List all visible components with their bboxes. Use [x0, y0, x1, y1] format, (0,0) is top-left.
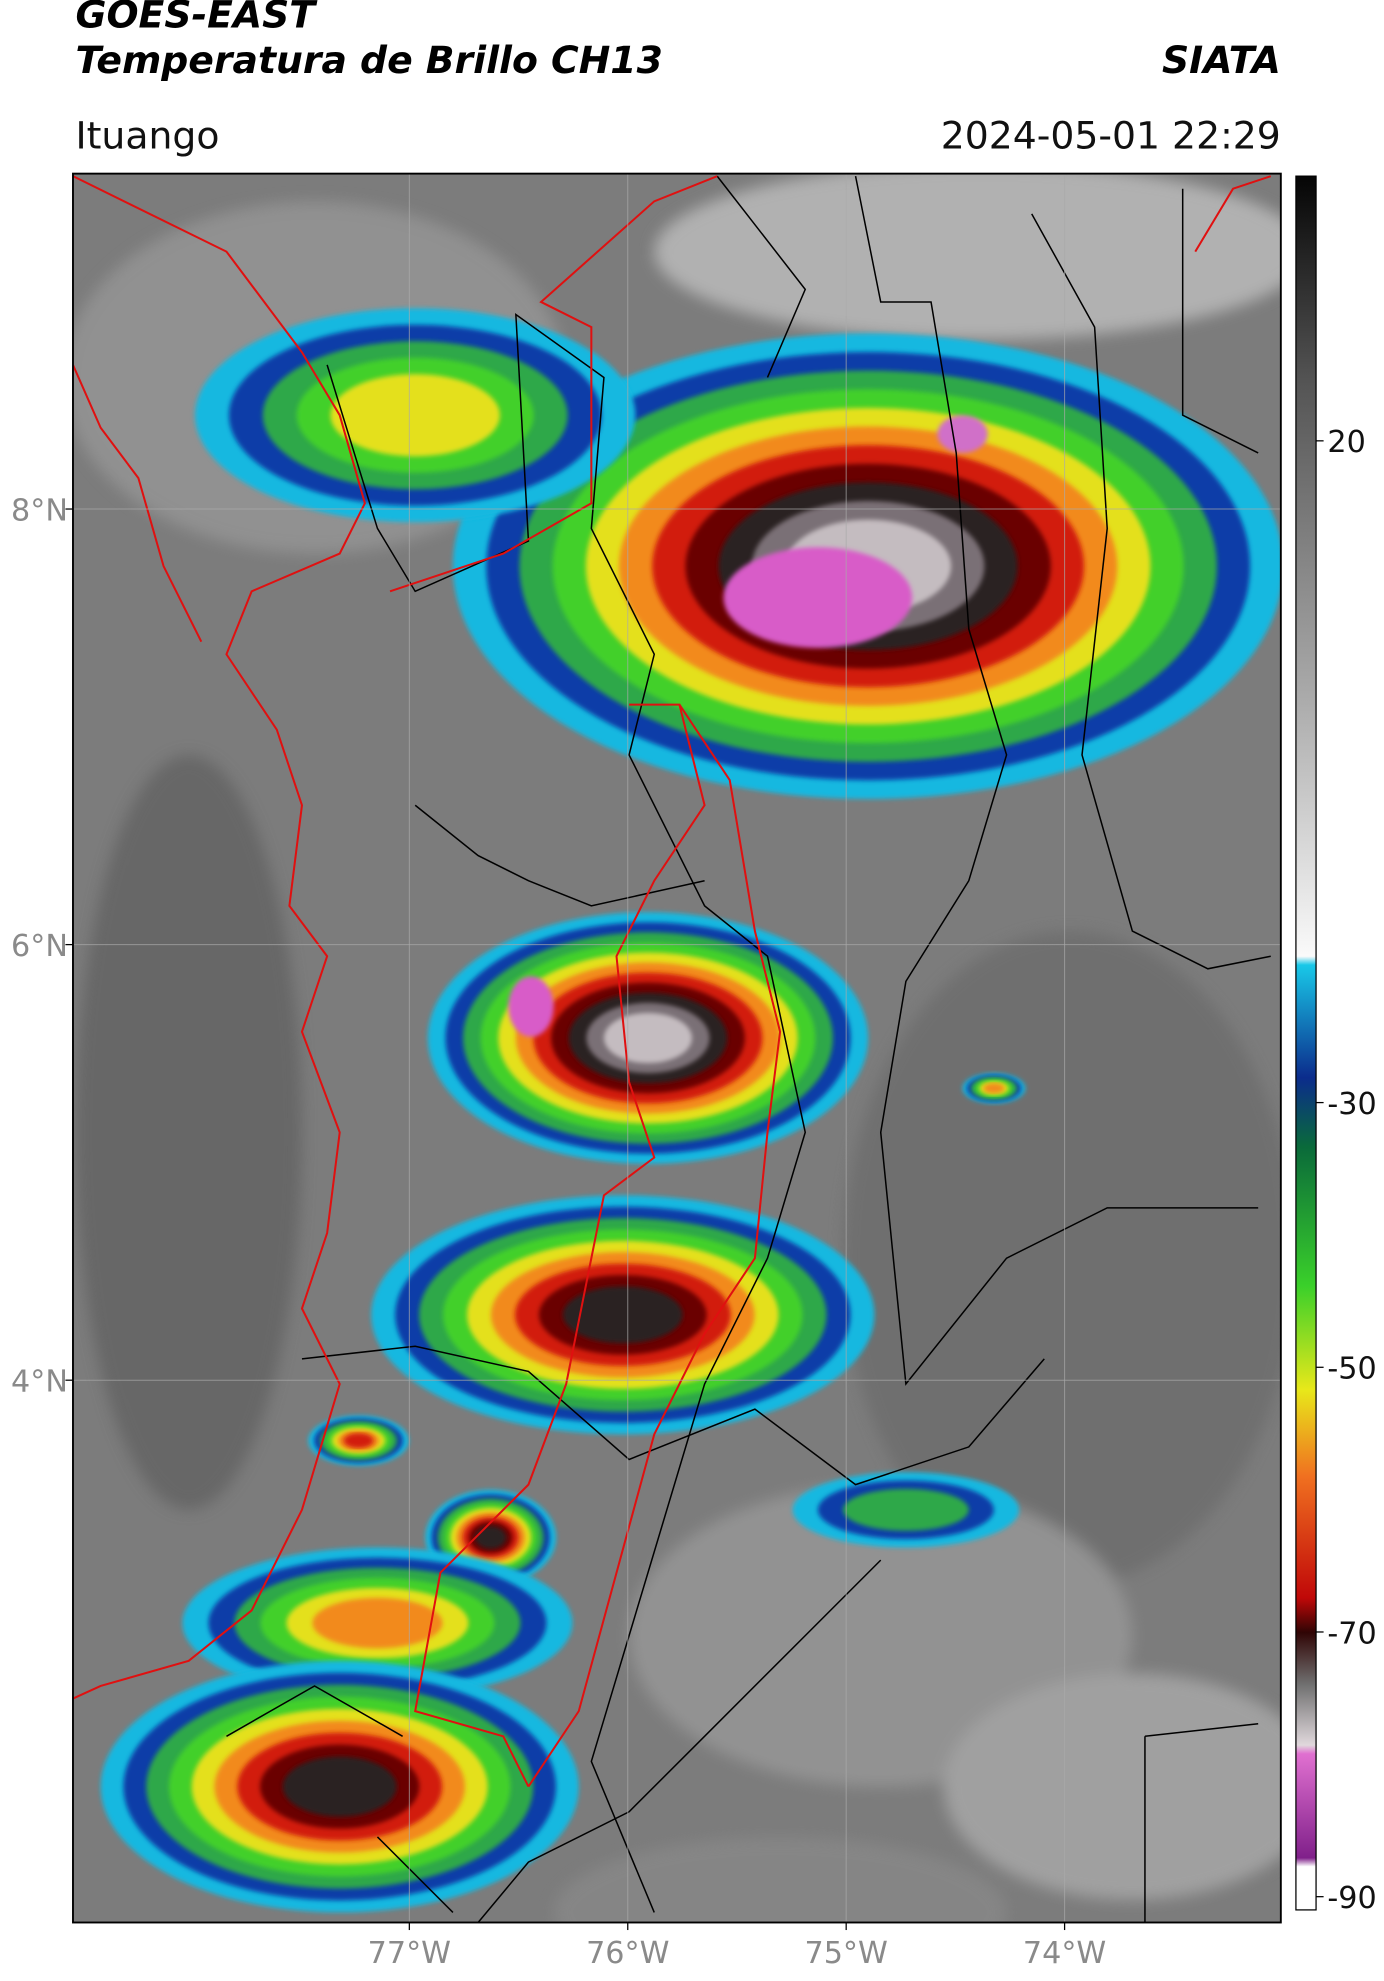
admin-borders [226, 175, 1271, 1923]
x-tick-label: 76°W [586, 1936, 669, 1971]
cloud-top-layer [343, 1433, 374, 1449]
cloud-top-layer [562, 1286, 683, 1344]
cold-core [937, 415, 988, 453]
x-tick-label: 77°W [368, 1936, 451, 1971]
y-tick-label: 6°N [11, 929, 68, 964]
axes: 77°W 76°W 75°W 74°W 8°N 6°N 4°N [11, 493, 1106, 1970]
cloud-top-layer [603, 1012, 692, 1064]
colorbar-tick-label: -30 [1327, 1087, 1376, 1122]
colorbar-ticks: 20 -30 -50 -70 -90 [1316, 425, 1377, 1916]
coast-and-dept-borders [72, 175, 1272, 1788]
graticule [72, 173, 1281, 1923]
cloud-top-layer [312, 1597, 443, 1649]
source: SIATA [1162, 38, 1281, 82]
cold-core [508, 976, 554, 1037]
location: Ituango [75, 113, 219, 157]
colorbar-tick-label: -50 [1327, 1352, 1376, 1387]
cloud-top-layer [282, 1756, 397, 1817]
colorbar-tick-label: -90 [1327, 1881, 1376, 1916]
colorbar-tick-label: 20 [1327, 425, 1365, 460]
y-tick-label: 8°N [11, 493, 68, 528]
subtitle: Temperatura de Brillo CH13 [75, 38, 662, 82]
colorbar-tick-label: -70 [1327, 1616, 1376, 1651]
convective-cells [100, 308, 1281, 1913]
colorbar [1295, 175, 1317, 1911]
cloud-top-layer [983, 1083, 1005, 1094]
title: GOES-EAST [75, 0, 318, 37]
cold-core [723, 547, 913, 648]
cloud-top-layer [475, 1526, 507, 1549]
y-tick-label: 4°N [11, 1365, 68, 1400]
cloud-top-layer [330, 374, 500, 457]
x-tick-label: 75°W [804, 1936, 887, 1971]
x-tick-label: 74°W [1023, 1936, 1106, 1971]
satellite-map [72, 173, 1281, 1923]
map-frame [72, 172, 1282, 1924]
datetime: 2024-05-01 22:29 [941, 113, 1281, 157]
cloud-top-layer [842, 1488, 969, 1531]
